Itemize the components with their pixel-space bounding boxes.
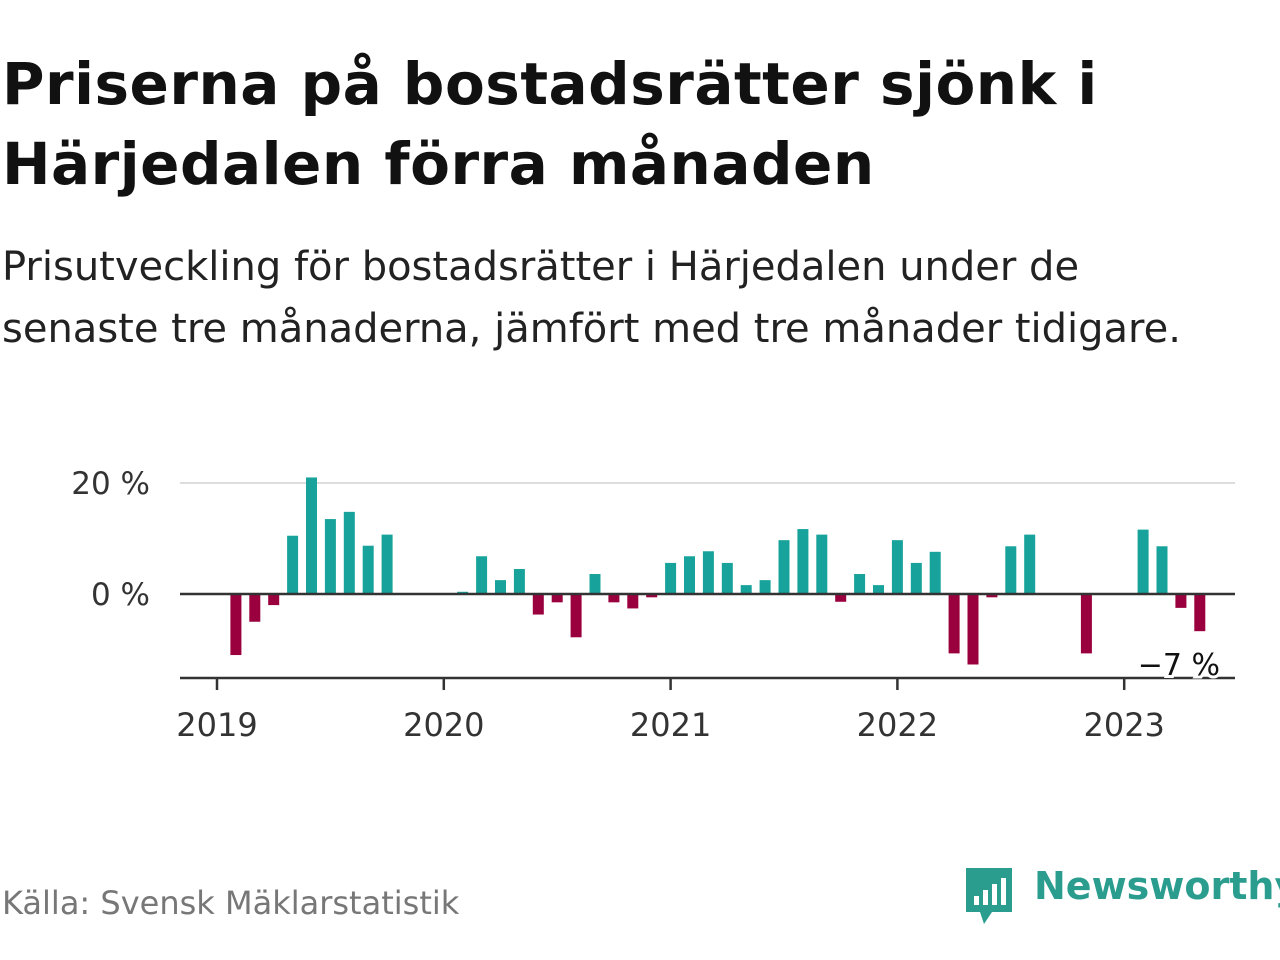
bar-2020-09 bbox=[589, 574, 601, 594]
bar-2022-07 bbox=[1005, 546, 1017, 594]
bar-2019-03 bbox=[249, 594, 261, 622]
y-tick-label: 0 % bbox=[91, 577, 150, 613]
chart-subtitle: Prisutveckling för bostadsrätter i Härje… bbox=[2, 244, 1181, 352]
bars bbox=[230, 477, 1206, 665]
newsworthy-logo-icon bbox=[966, 868, 1012, 924]
brand-logo[interactable]: Newsworthy bbox=[962, 862, 1280, 928]
bar-2022-04 bbox=[948, 594, 960, 654]
bar-2020-06 bbox=[532, 594, 544, 615]
bar-2019-10 bbox=[381, 534, 393, 594]
bar-2019-04 bbox=[268, 594, 280, 606]
bar-2022-11 bbox=[1080, 594, 1092, 654]
bar-undefined bbox=[1194, 594, 1206, 632]
bar-2021-12 bbox=[873, 585, 884, 594]
bar-2021-02 bbox=[684, 556, 695, 594]
bar-2020-05 bbox=[513, 569, 525, 594]
bar-2022-05 bbox=[967, 594, 979, 665]
chart-title: Priserna på bostadsrätter sjönk i Härjed… bbox=[2, 50, 1098, 198]
last-value-label: −7 % bbox=[1138, 648, 1220, 683]
bar-2021-05 bbox=[740, 585, 752, 594]
bar-2023-03 bbox=[1156, 546, 1168, 594]
x-tick-label: 2020 bbox=[403, 706, 484, 744]
bar-2021-10 bbox=[835, 594, 847, 602]
bar-2019-07 bbox=[324, 519, 336, 594]
bar-2019-09 bbox=[362, 545, 374, 594]
bar-2022-03 bbox=[929, 551, 941, 594]
bar-2021-06 bbox=[759, 580, 771, 594]
axes: 0 % 20 % 2019 2020 2021 2022 2023 bbox=[71, 466, 1235, 744]
bar-2021-09 bbox=[816, 534, 828, 594]
bar-2020-08 bbox=[570, 594, 582, 638]
y-tick-label: 20 % bbox=[71, 466, 150, 502]
source-note: Källa: Svensk Mäklarstatistik bbox=[2, 884, 460, 922]
x-tick-label: 2021 bbox=[630, 706, 711, 744]
bar-2019-02 bbox=[230, 594, 242, 656]
bar-2021-03 bbox=[702, 551, 714, 594]
bar-2020-03 bbox=[476, 556, 488, 594]
bar-chart: 0 % 20 % 2019 2020 2021 2022 2023 −7 % bbox=[71, 466, 1235, 744]
bar-2021-11 bbox=[854, 574, 866, 594]
bar-2019-08 bbox=[343, 511, 355, 594]
x-tick-label: 2019 bbox=[176, 706, 257, 744]
bar-2021-07 bbox=[778, 540, 790, 594]
bar-2021-04 bbox=[721, 562, 733, 594]
bar-2023-02 bbox=[1137, 529, 1149, 594]
bar-2019-05 bbox=[287, 535, 299, 594]
bar-2020-04 bbox=[495, 580, 506, 594]
bar-2020-10 bbox=[608, 594, 620, 603]
bar-2022-02 bbox=[910, 562, 922, 594]
bar-2023-04 bbox=[1175, 594, 1187, 608]
bar-2020-11 bbox=[627, 594, 639, 609]
bar-2022-01 bbox=[891, 540, 903, 594]
bar-2021-01 bbox=[665, 562, 677, 594]
bar-2019-06 bbox=[306, 477, 317, 594]
bar-2020-07 bbox=[551, 594, 563, 603]
bar-2022-08 bbox=[1024, 534, 1036, 594]
x-tick-label: 2022 bbox=[857, 706, 938, 744]
brand-name: Newsworthy bbox=[1034, 864, 1280, 908]
bar-2020-12 bbox=[646, 594, 658, 598]
bar-2021-08 bbox=[797, 529, 809, 594]
bar-2022-06 bbox=[986, 594, 998, 598]
x-tick-label: 2023 bbox=[1083, 706, 1164, 744]
